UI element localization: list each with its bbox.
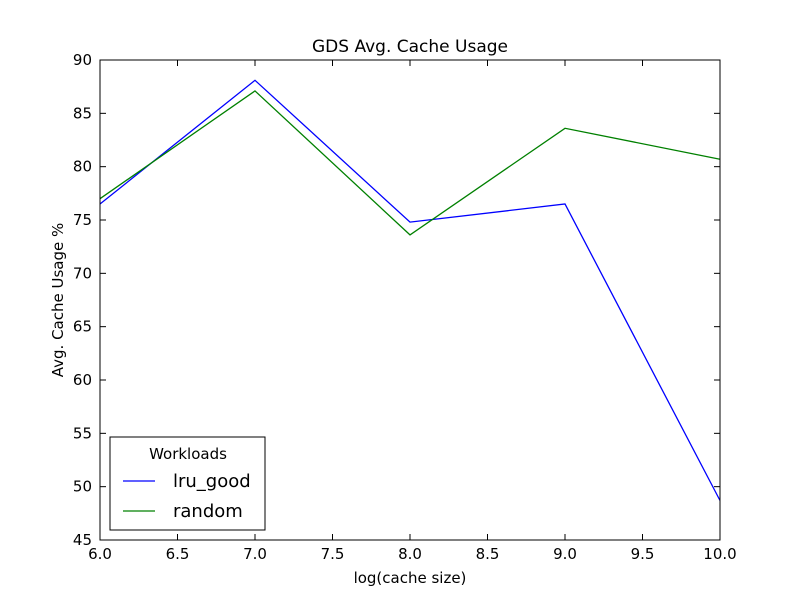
y-tick-label: 45 — [73, 531, 92, 549]
x-tick-label: 7.0 — [243, 545, 267, 563]
x-tick-label: 9.0 — [553, 545, 577, 563]
series-line-random — [99, 90, 721, 236]
y-axis-label: Avg. Cache Usage % — [49, 223, 67, 378]
x-tick-label: 8.0 — [398, 545, 422, 563]
y-tick-label: 70 — [73, 264, 92, 282]
y-tick-label: 80 — [73, 158, 92, 176]
y-tick-label: 50 — [73, 478, 92, 496]
x-tick-label: 8.5 — [476, 545, 500, 563]
legend-title: Workloads — [149, 445, 227, 463]
legend-label-random: random — [173, 501, 243, 522]
legend-label-lru_good: lru_good — [173, 471, 251, 492]
x-tick-label: 7.5 — [321, 545, 345, 563]
x-axis-label: log(cache size) — [354, 569, 467, 587]
y-tick-label: 60 — [73, 371, 92, 389]
series-layer — [99, 79, 721, 501]
y-tick-label: 65 — [73, 318, 92, 336]
chart-title: GDS Avg. Cache Usage — [312, 37, 508, 57]
series-line-lru_good — [99, 79, 721, 501]
x-tick-label: 9.5 — [631, 545, 655, 563]
y-tick-label: 55 — [73, 424, 92, 442]
x-tick-label: 6.0 — [88, 545, 112, 563]
legend-box — [109, 436, 266, 531]
x-tick-label: 10.0 — [703, 545, 736, 563]
y-tick-label: 75 — [73, 211, 92, 229]
x-tick-label: 6.5 — [166, 545, 190, 563]
y-tick-label: 90 — [73, 51, 92, 69]
ticks-layer: 6.0 6.5 7.0 7.5 8.0 8.5 9.0 9.5 10.0 45 50 55 60 65 70… — [73, 51, 737, 563]
y-tick-label: 85 — [73, 104, 92, 122]
